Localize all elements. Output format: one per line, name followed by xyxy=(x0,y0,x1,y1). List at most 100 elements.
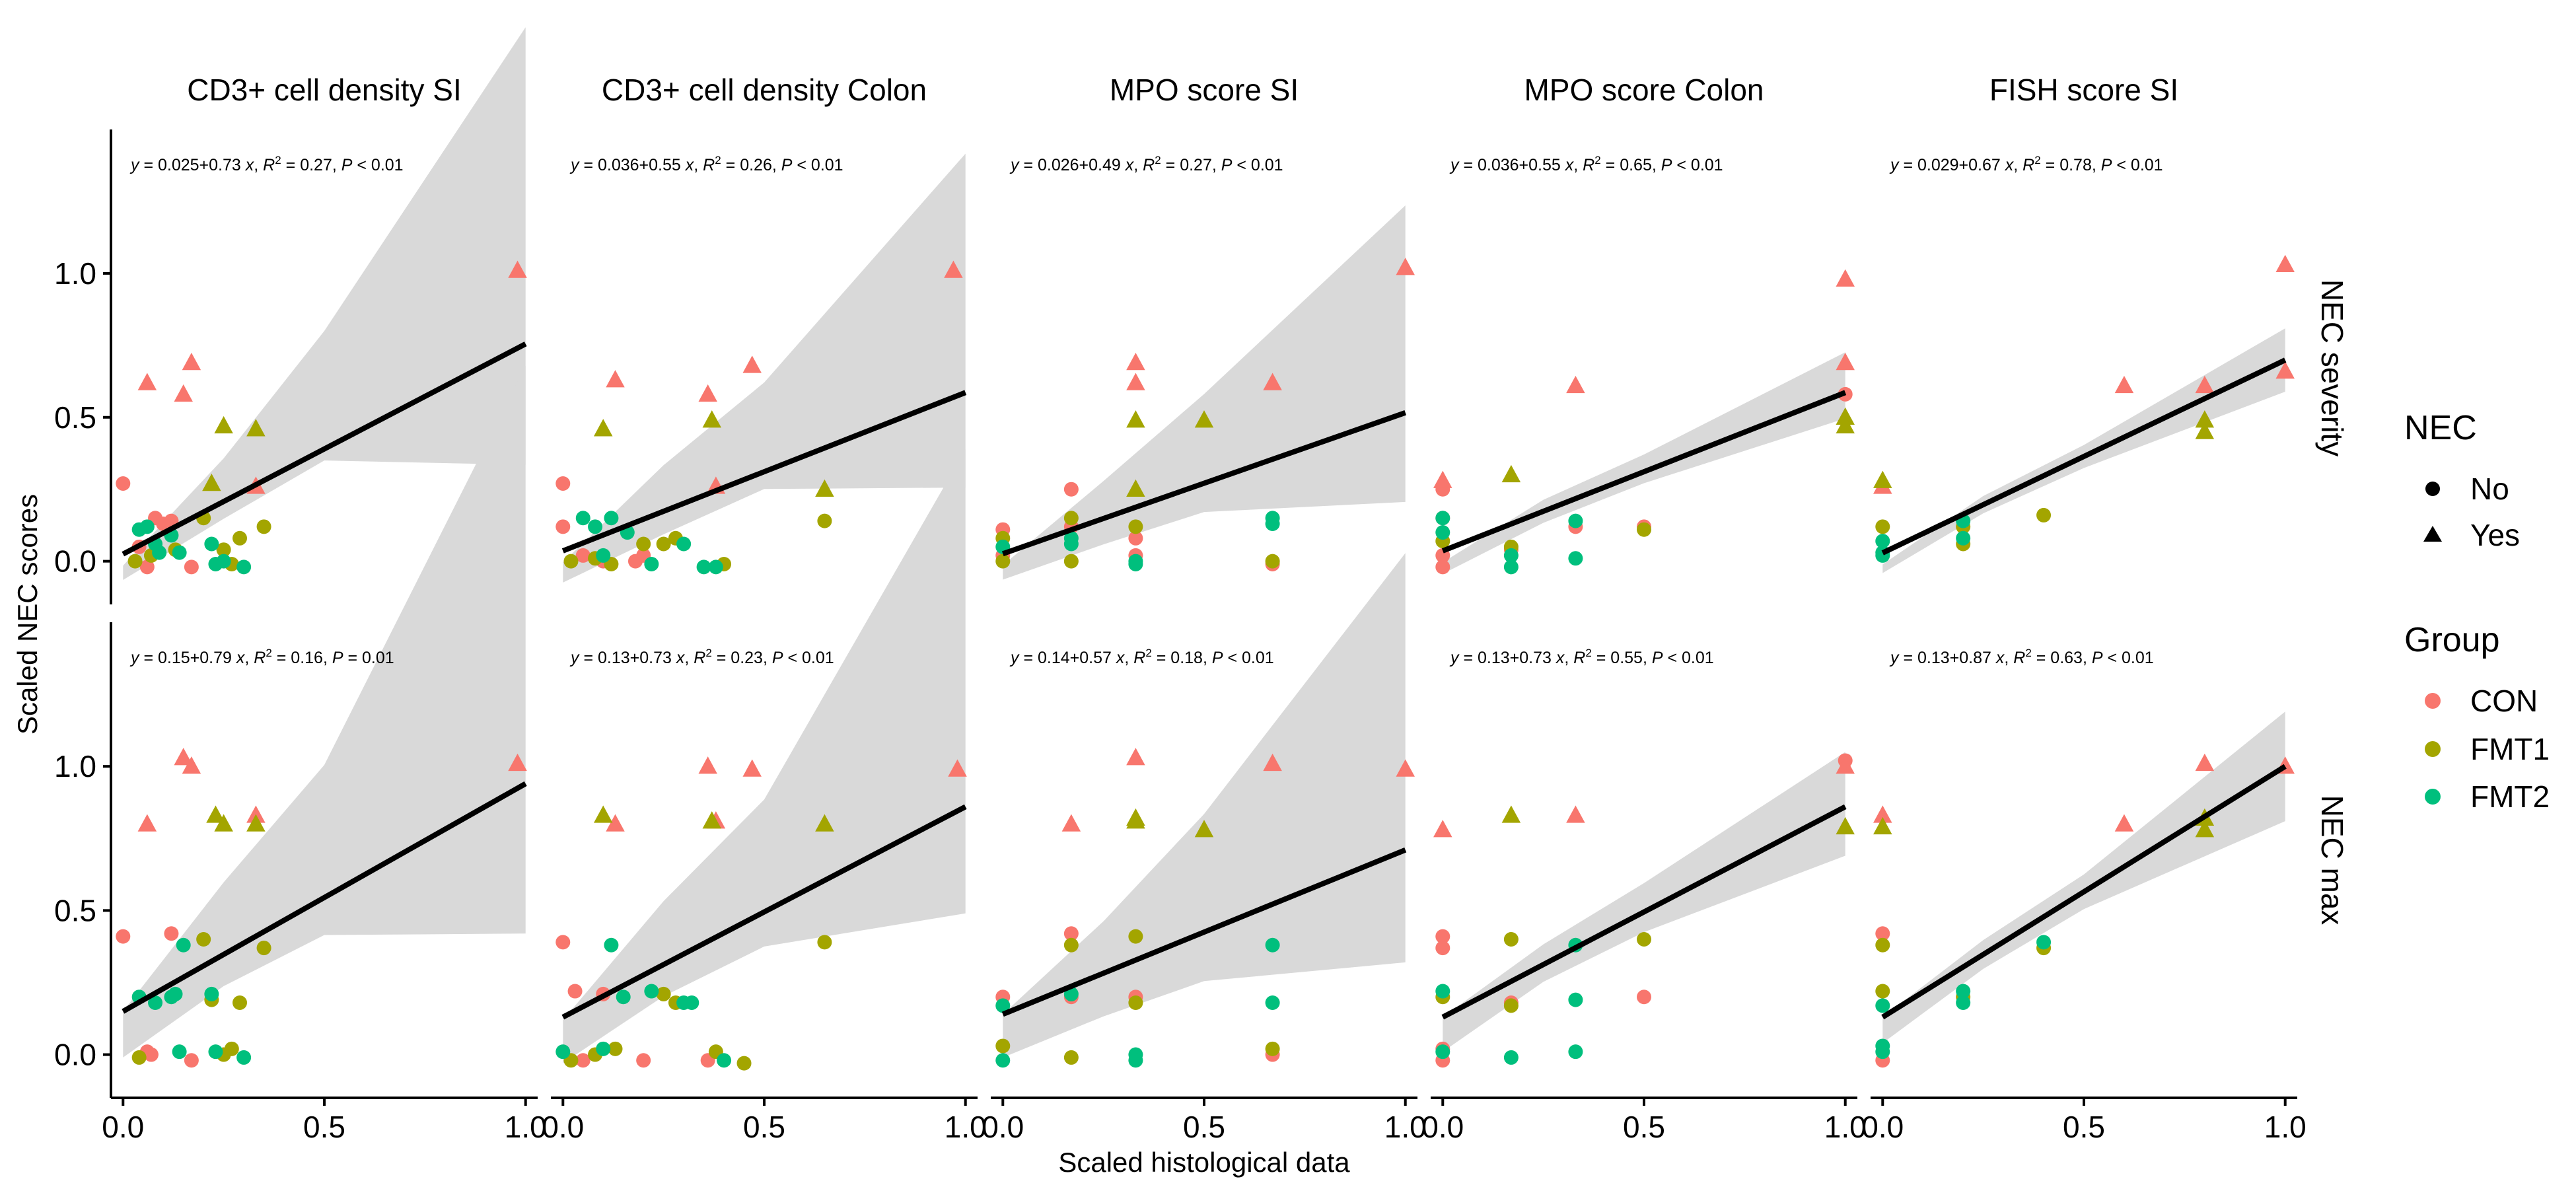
data-point-no xyxy=(236,1050,252,1065)
data-point-yes xyxy=(1126,811,1145,829)
regression-equation: y = 0.13+0.87 x, R2 = 0.63, P < 0.01 xyxy=(1889,647,2154,667)
data-point-yes xyxy=(702,410,722,428)
regression-line xyxy=(122,781,527,1014)
x-tick-label: 1.0 xyxy=(505,1110,547,1144)
legend-no-circle-icon xyxy=(2425,482,2440,496)
legend-fmt1-dot xyxy=(2425,741,2441,757)
regression-equation: y = 0.036+0.55 x, R2 = 0.65, P < 0.01 xyxy=(1449,154,1723,174)
legend-con-label: CON xyxy=(2470,684,2538,718)
data-point-no xyxy=(2036,507,2052,522)
data-point-no xyxy=(1875,984,1890,999)
data-point-no xyxy=(644,984,659,999)
data-point-yes xyxy=(1836,415,1855,434)
data-point-no xyxy=(204,536,219,552)
data-point-no xyxy=(1265,1041,1280,1056)
data-point-no xyxy=(1875,998,1890,1013)
data-point-no xyxy=(116,929,131,944)
data-point-no xyxy=(1875,937,1890,953)
column-strip-titles: CD3+ cell density SI CD3+ cell density C… xyxy=(187,73,2178,107)
data-point-yes xyxy=(137,814,157,832)
data-point-no xyxy=(1875,519,1890,534)
data-point-yes xyxy=(593,805,613,823)
data-point-no xyxy=(1875,926,1890,941)
data-point-yes xyxy=(1126,352,1145,371)
data-point-yes xyxy=(1873,816,1892,835)
regression-line xyxy=(561,804,967,1020)
legend-group-title: Group xyxy=(2404,621,2500,659)
data-point-no xyxy=(116,476,131,491)
data-point-no xyxy=(608,1041,623,1056)
x-tick-label: 0.5 xyxy=(1623,1110,1665,1144)
data-point-no xyxy=(604,511,619,526)
confidence-band xyxy=(1003,553,1406,1058)
data-point-no xyxy=(817,513,832,528)
data-point-no xyxy=(596,1041,611,1056)
data-point-no xyxy=(216,542,231,558)
data-point-no xyxy=(817,935,832,950)
data-point-yes xyxy=(1566,375,1585,394)
data-point-no xyxy=(224,1041,239,1056)
data-point-no xyxy=(1435,984,1450,999)
regression-equation: y = 0.025+0.73 x, R2 = 0.27, P < 0.01 xyxy=(129,154,404,174)
data-point-yes xyxy=(508,260,527,278)
data-point-no xyxy=(1568,1044,1583,1060)
data-point-yes xyxy=(246,419,266,437)
legend-fmt2-label: FMT2 xyxy=(2470,779,2550,814)
data-point-no xyxy=(164,926,179,941)
regression-equation: y = 0.15+0.79 x, R2 = 0.16, P = 0.01 xyxy=(129,647,394,667)
data-point-yes xyxy=(815,479,834,497)
data-point-no xyxy=(127,554,143,569)
legend: NEC No Yes Group CON FMT1 FMT2 xyxy=(2404,409,2550,814)
data-point-yes xyxy=(1433,470,1452,488)
panel-r1-c2: y = 0.036+0.55 x, R2 = 0.26, P < 0.01 xyxy=(555,153,967,583)
data-point-yes xyxy=(1836,352,1855,371)
confidence-band xyxy=(1003,205,1406,580)
x-tick-label: 0.5 xyxy=(2063,1110,2105,1144)
regression-line xyxy=(1881,764,2287,1020)
y-tick-label: 0.0 xyxy=(54,544,96,579)
data-point-yes xyxy=(1501,805,1521,823)
data-point-no xyxy=(1128,519,1143,534)
data-point-yes xyxy=(137,373,157,390)
panel-r1-c1: y = 0.025+0.73 x, R2 = 0.27, P < 0.01 0.0… xyxy=(54,27,527,604)
data-point-yes xyxy=(182,352,201,371)
data-point-no xyxy=(1435,929,1450,944)
regression-equation: y = 0.13+0.73 x, R2 = 0.23, P < 0.01 xyxy=(569,647,834,667)
data-point-no xyxy=(1435,525,1450,540)
data-point-no xyxy=(995,554,1011,569)
regression-equation: y = 0.036+0.55 x, R2 = 0.26, P < 0.01 xyxy=(569,154,843,174)
data-point-no xyxy=(208,1044,223,1060)
data-point-no xyxy=(172,545,187,560)
legend-fmt1-label: FMT1 xyxy=(2470,732,2550,766)
data-point-yes xyxy=(1263,753,1282,772)
panel-r1-c5: y = 0.029+0.67 x, R2 = 0.78, P < 0.01 xyxy=(1873,154,2295,573)
data-point-no xyxy=(148,995,163,1010)
data-point-no xyxy=(555,519,571,534)
y-axis-title: Scaled NEC scores xyxy=(12,494,43,735)
data-point-no xyxy=(636,1053,651,1068)
row-strip-titles: NEC severity NEC max xyxy=(2315,279,2349,925)
data-point-no xyxy=(139,519,155,534)
data-point-yes xyxy=(1433,820,1452,838)
data-point-yes xyxy=(214,415,233,434)
data-point-yes xyxy=(2275,254,2295,273)
data-point-no xyxy=(196,932,211,947)
data-point-yes xyxy=(1194,820,1214,838)
data-point-no xyxy=(1128,929,1143,944)
data-point-no xyxy=(1503,559,1519,575)
data-point-no xyxy=(233,995,248,1010)
data-point-yes xyxy=(214,814,233,832)
data-point-no xyxy=(176,937,191,953)
data-point-no xyxy=(636,536,651,552)
data-point-no xyxy=(684,995,699,1010)
data-point-no xyxy=(1063,482,1079,497)
confidence-band xyxy=(563,449,966,1063)
row-title-1: NEC severity xyxy=(2315,279,2349,456)
data-point-yes xyxy=(1126,410,1145,428)
regression-equation: y = 0.026+0.49 x, R2 = 0.27, P < 0.01 xyxy=(1009,154,1283,174)
data-point-no xyxy=(1063,1050,1079,1065)
data-point-no xyxy=(563,554,579,569)
data-point-no xyxy=(256,941,271,956)
legend-nec-title: NEC xyxy=(2404,409,2477,447)
data-point-no xyxy=(604,937,619,953)
